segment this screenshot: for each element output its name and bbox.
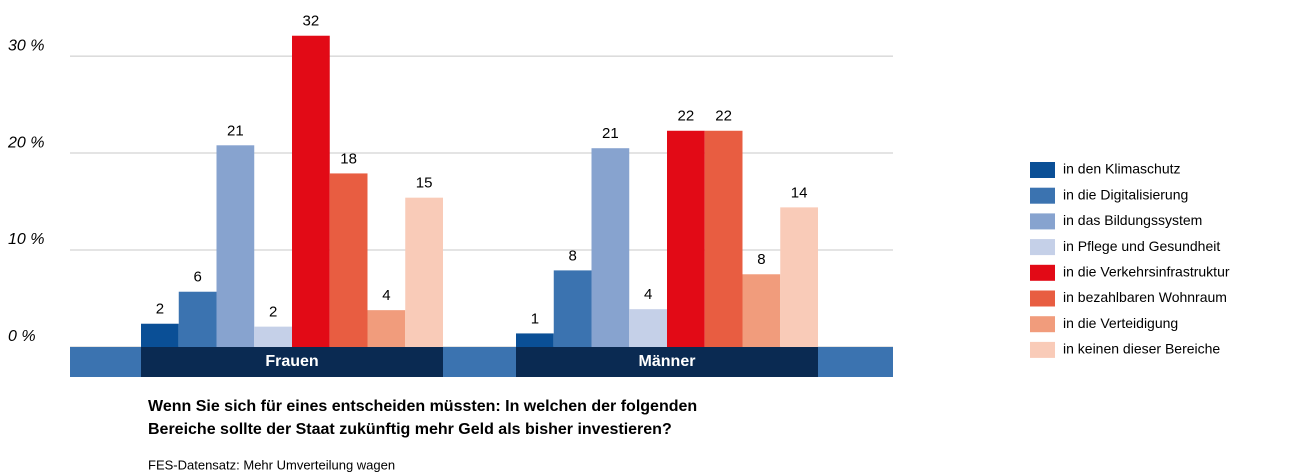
value-label: 4	[382, 287, 390, 304]
legend-label: in die Digitalisierung	[1063, 186, 1188, 202]
value-label: 14	[791, 184, 808, 201]
value-label: 2	[156, 301, 164, 318]
bar	[591, 148, 630, 347]
y-tick-label: 0 %	[8, 328, 36, 345]
bar	[704, 130, 743, 347]
value-label: 1	[531, 310, 539, 327]
legend-label: in die Verkehrsinfrastruktur	[1063, 264, 1230, 280]
value-label: 15	[416, 175, 433, 192]
legend-label: in den Klimaschutz	[1063, 161, 1181, 177]
legend-label: in die Verteidigung	[1063, 315, 1178, 331]
legend-swatch	[1030, 264, 1055, 281]
x-tick-label: Frauen	[265, 353, 318, 370]
value-label: 8	[568, 247, 576, 264]
legend-swatch	[1030, 162, 1055, 178]
value-label: 8	[757, 251, 765, 268]
y-tick-label: 10 %	[8, 231, 44, 248]
bar	[216, 145, 255, 347]
value-label: 21	[227, 122, 244, 139]
legend-swatch	[1030, 290, 1055, 307]
bar	[516, 333, 554, 347]
category-band	[141, 347, 443, 377]
bar	[405, 197, 443, 347]
value-label: 21	[602, 125, 619, 142]
value-label: 4	[644, 286, 652, 303]
value-label: 22	[715, 108, 732, 125]
legend-swatch	[1030, 213, 1055, 230]
y-tick-label: 20 %	[7, 134, 44, 151]
question-line: Bereiche sollte der Staat zukünftig mehr…	[148, 421, 672, 438]
bar	[178, 291, 217, 347]
legend-label: in keinen dieser Bereiche	[1063, 341, 1220, 357]
category-band	[516, 347, 818, 377]
bar	[141, 323, 179, 347]
bar	[292, 35, 330, 348]
legend-swatch	[1030, 187, 1055, 204]
value-label: 2	[269, 304, 277, 321]
bar	[553, 270, 592, 347]
legend-label: in bezahlbaren Wohnraum	[1063, 289, 1227, 305]
legend-swatch	[1030, 341, 1055, 358]
bar	[367, 310, 406, 347]
x-tick-label: Männer	[639, 353, 696, 370]
bar	[780, 207, 818, 347]
legend-label: in das Bildungssystem	[1063, 212, 1202, 228]
value-label: 6	[193, 269, 201, 286]
value-label: 22	[678, 108, 695, 125]
legend-swatch	[1030, 239, 1055, 256]
bar	[667, 130, 705, 347]
legend-swatch	[1030, 316, 1055, 333]
value-label: 18	[340, 150, 357, 167]
legend-label: in Pflege und Gesundheit	[1063, 238, 1220, 254]
bar	[254, 326, 292, 347]
bar	[329, 173, 368, 347]
bar	[629, 309, 667, 347]
y-tick-label: 30 %	[8, 37, 44, 54]
bar	[742, 274, 781, 347]
question-line: Wenn Sie sich für eines entscheiden müss…	[148, 398, 697, 415]
value-label: 32	[303, 13, 320, 30]
source: FES-Datensatz: Mehr Umverteilung wagen	[148, 457, 395, 472]
